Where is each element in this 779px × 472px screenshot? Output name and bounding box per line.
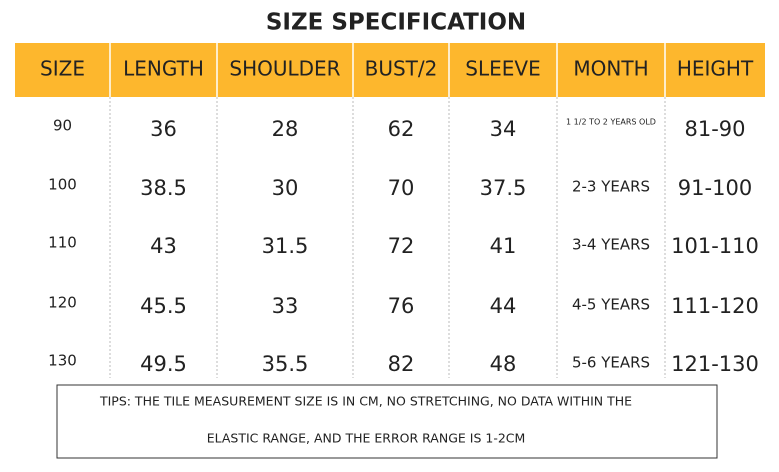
table-cell: 81-90 — [684, 117, 745, 141]
table-cell: 44 — [490, 294, 517, 318]
table-cell: 41 — [490, 234, 517, 258]
table-cell: 121-130 — [671, 352, 759, 376]
column-header: HEIGHT — [677, 57, 754, 81]
size-cell: 90 — [53, 117, 72, 135]
column-header: LENGTH — [123, 57, 204, 81]
table-cell: 5-6 YEARS — [572, 354, 650, 372]
size-cell: 130 — [48, 352, 77, 370]
table-cell: 38.5 — [140, 176, 187, 200]
column-header: SIZE — [40, 57, 85, 81]
table-cell: 111-120 — [671, 294, 759, 318]
table-cell: 45.5 — [140, 294, 187, 318]
column-header: SHOULDER — [229, 57, 340, 81]
title: SIZE SPECIFICATION — [266, 10, 526, 36]
table-cell: 30 — [272, 176, 299, 200]
table-cell: 101-110 — [671, 234, 759, 258]
size-cell: 100 — [48, 176, 77, 194]
table-cell: 2-3 YEARS — [572, 178, 650, 196]
table-cell: 1 1/2 TO 2 YEARS OLD — [566, 118, 656, 127]
table-cell: 76 — [388, 294, 415, 318]
tips-line: ELASTIC RANGE, AND THE ERROR RANGE IS 1-… — [207, 431, 526, 446]
table-cell: 62 — [388, 117, 415, 141]
table-cell: 48 — [490, 352, 517, 376]
table-cell: 34 — [490, 117, 517, 141]
table-cell: 82 — [388, 352, 415, 376]
table-cell: 33 — [272, 294, 299, 318]
column-header: BUST/2 — [365, 57, 438, 81]
table-cell: 4-5 YEARS — [572, 296, 650, 314]
table-cell: 36 — [150, 117, 177, 141]
table-cell: 35.5 — [262, 352, 309, 376]
column-header: MONTH — [573, 57, 648, 81]
table-cell: 28 — [272, 117, 299, 141]
tips-box — [56, 384, 718, 459]
table-cell: 70 — [388, 176, 415, 200]
column-header: SLEEVE — [465, 57, 540, 81]
table-cell: 37.5 — [480, 176, 527, 200]
size-cell: 120 — [48, 294, 77, 312]
table-cell: 91-100 — [678, 176, 752, 200]
table-cell: 43 — [150, 234, 177, 258]
table-cell: 49.5 — [140, 352, 187, 376]
table-cell: 72 — [388, 234, 415, 258]
size-cell: 110 — [48, 234, 77, 252]
header-band — [15, 43, 765, 97]
table-cell: 31.5 — [262, 234, 309, 258]
tips-line: TIPS: THE TILE MEASUREMENT SIZE IS IN CM… — [99, 394, 632, 409]
table-cell: 3-4 YEARS — [572, 236, 650, 254]
